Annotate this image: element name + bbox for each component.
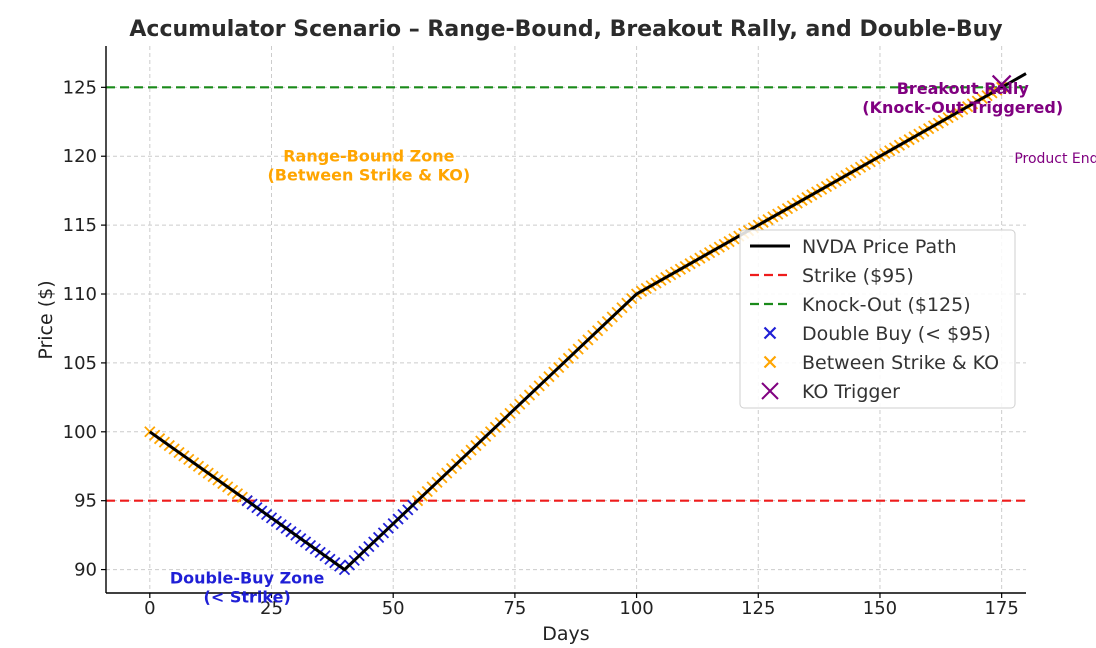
- legend-key: [761, 382, 779, 400]
- x-axis-label: Days: [542, 623, 589, 645]
- price-path: [148, 72, 1027, 572]
- legend-item: Knock-Out ($125): [750, 294, 971, 316]
- legend: NVDA Price Path Strike ($95) Knock-Out ($1…: [739, 229, 1016, 409]
- x-tick-label: 0: [144, 598, 155, 619]
- legend-item: Between Strike & KO: [763, 352, 999, 374]
- annotation-line: (Between Strike & KO): [267, 166, 470, 185]
- annotation-line: (< Strike): [204, 587, 291, 606]
- legend-item: KO Trigger: [761, 381, 900, 403]
- legend-item: NVDA Price Path: [750, 236, 957, 258]
- x-tick-label: 75: [503, 598, 526, 619]
- x-tick-label: 150: [863, 598, 897, 619]
- annotation-line: Double-Buy Zone: [170, 568, 325, 587]
- legend-key: [763, 355, 777, 369]
- annotation-line: Range-Bound Zone: [283, 147, 454, 166]
- x-tick-label: 125: [741, 598, 775, 619]
- legend-item: Double Buy (< $95): [763, 323, 991, 345]
- y-tick-label: 95: [74, 491, 97, 512]
- y-axis-label: Price ($): [35, 280, 57, 359]
- annotation-line: (Knock-Out Triggered): [862, 98, 1063, 117]
- annotation: Product Ends: [1014, 151, 1096, 167]
- annotation: Double-Buy Zone (< Strike): [170, 568, 325, 606]
- y-tick-label: 100: [63, 422, 97, 443]
- y-tick-label: 115: [63, 215, 97, 236]
- x-tick-label: 25: [260, 598, 283, 619]
- annotations: Range-Bound Zone (Between Strike & KO) Dou…: [170, 79, 1096, 606]
- y-tick-label: 105: [63, 353, 97, 374]
- y-tick-label: 125: [63, 77, 97, 98]
- axes: [105, 46, 1026, 594]
- legend-label: Between Strike & KO: [802, 352, 999, 374]
- legend-box: [739, 229, 1016, 409]
- chart-title: Accumulator Scenario – Range-Bound, Brea…: [129, 17, 1002, 42]
- legend-label: Strike ($95): [802, 265, 914, 287]
- legend-item: Strike ($95): [750, 265, 914, 287]
- x-tick-label: 100: [619, 598, 653, 619]
- x-tick-label: 50: [382, 598, 405, 619]
- legend-label: Double Buy (< $95): [802, 323, 991, 345]
- ticks: 0 25 50 75 100 125 150 175 90 95 100 105 110 115 120 12…: [63, 77, 1019, 619]
- ko-trigger-marker: [991, 74, 1012, 95]
- legend-label: Knock-Out ($125): [802, 294, 971, 316]
- price-line: [148, 72, 1027, 572]
- y-tick-label: 90: [74, 560, 97, 581]
- annotation: Range-Bound Zone (Between Strike & KO): [267, 147, 470, 185]
- legend-key: [763, 326, 777, 340]
- x-tick-label: 175: [984, 598, 1018, 619]
- y-tick-label: 120: [63, 146, 97, 167]
- annotation-line: Product Ends: [1014, 151, 1096, 167]
- annotation-line: Breakout Rally: [897, 79, 1030, 98]
- annotation: Breakout Rally (Knock-Out Triggered): [862, 79, 1063, 117]
- legend-label: NVDA Price Path: [802, 236, 957, 258]
- legend-label: KO Trigger: [802, 381, 900, 403]
- y-tick-label: 110: [63, 284, 97, 305]
